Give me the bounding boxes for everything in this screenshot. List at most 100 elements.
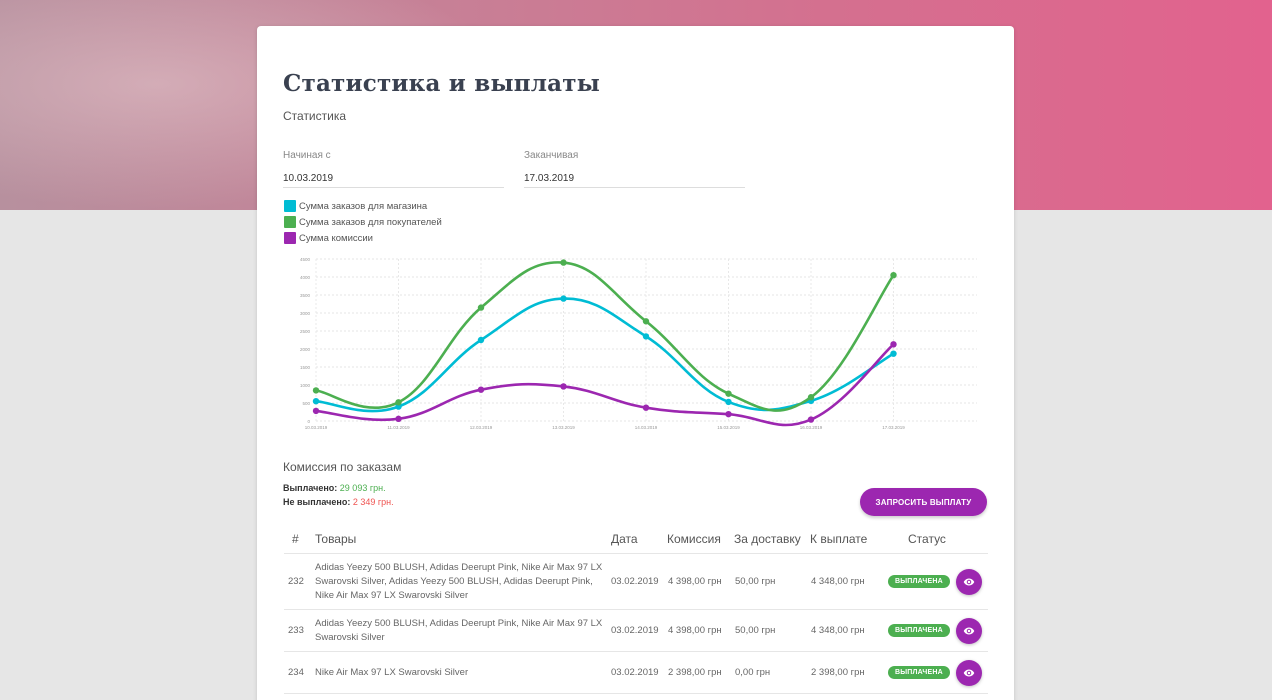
paid-summary: Выплачено: 29 093 грн. [283, 483, 386, 493]
row-delivery: 50,00 грн [735, 576, 776, 587]
data-point [477, 336, 485, 344]
header-commission: Комиссия [667, 531, 721, 546]
row-commission: 4 398,00 грн [668, 576, 722, 587]
view-order-button[interactable] [956, 568, 982, 595]
legend-item-commission[interactable]: Сумма комиссии [284, 230, 442, 246]
header-payout: К выплате [810, 531, 868, 546]
data-point [312, 387, 320, 394]
y-tick-label: 3000 [300, 311, 311, 316]
view-order-button[interactable] [956, 617, 982, 644]
data-point [642, 318, 650, 325]
x-tick-label: 17.03.2019 [882, 425, 905, 430]
table-row[interactable]: 232 Adidas Yeezy 500 BLUSH, Adidas Deeru… [284, 554, 988, 610]
eye-icon [963, 669, 975, 676]
x-tick-label: 15.03.2019 [717, 425, 740, 430]
eye-icon [963, 578, 975, 585]
table-row[interactable]: 233 Adidas Yeezy 500 BLUSH, Adidas Deeru… [284, 610, 988, 652]
data-point [725, 390, 732, 397]
header-status: Статус [908, 531, 946, 546]
row-status: ВЫПЛАЧЕНА [888, 610, 950, 651]
y-tick-label: 4000 [300, 275, 311, 280]
data-point [560, 383, 567, 390]
legend-label-store: Сумма заказов для магазина [299, 200, 428, 212]
legend-item-customers[interactable]: Сумма заказов для покупателей [284, 214, 442, 230]
row-goods: Nike Air Max 97 LX Swarovski Silver [315, 666, 469, 678]
status-badge: ВЫПЛАЧЕНА [888, 624, 950, 637]
table-row[interactable]: 234 Nike Air Max 97 LX Swarovski Silver … [284, 652, 988, 694]
data-point [807, 416, 815, 423]
start-date-field[interactable]: Начиная с 10.03.2019 [283, 150, 504, 188]
row-status: ВЫПЛАЧЕНА [888, 652, 950, 693]
x-tick-label: 13.03.2019 [552, 425, 575, 430]
chart-legend: Сумма заказов для магазина Сумма заказов… [284, 198, 442, 246]
x-tick-label: 12.03.2019 [470, 425, 493, 430]
data-point [312, 407, 320, 415]
data-point [725, 398, 732, 406]
data-point [477, 386, 485, 393]
request-payout-button[interactable]: ЗАПРОСИТЬ ВЫПЛАТУ [860, 488, 987, 516]
legend-item-store[interactable]: Сумма заказов для магазина [284, 198, 442, 214]
end-date-label: Заканчивая [524, 150, 579, 161]
start-date-label: Начиная с [283, 150, 331, 161]
data-point [395, 415, 402, 423]
legend-swatch-commission [284, 232, 296, 244]
data-point [560, 259, 567, 266]
header-goods: Товары [315, 531, 357, 546]
paid-value: 29 093 грн. [339, 483, 386, 493]
data-point [642, 404, 650, 411]
y-tick-label: 2000 [300, 347, 311, 352]
line-chart: 0 500 1000 1500 2000 2500 3000 3500 4000 4500 10.0… [300, 257, 977, 430]
row-actions [956, 652, 982, 693]
y-tick-label: 2500 [300, 329, 311, 334]
legend-swatch-customers [284, 216, 296, 228]
y-tick-label: 0 [307, 419, 310, 424]
header-date: Дата [611, 531, 638, 546]
data-point [890, 341, 897, 348]
data-point [890, 272, 897, 279]
row-date: 03.02.2019 [611, 625, 659, 636]
row-payout: 2 398,00 грн [811, 667, 865, 678]
y-tick-label: 500 [302, 401, 310, 406]
row-date: 03.02.2019 [611, 667, 659, 678]
view-order-button[interactable] [956, 659, 982, 686]
start-date-value[interactable]: 10.03.2019 [283, 173, 334, 184]
data-point [395, 399, 402, 406]
unpaid-value: 2 349 грн. [352, 497, 394, 507]
unpaid-summary: Не выплачено: 2 349 грн. [283, 497, 394, 507]
row-goods: Adidas Yeezy 500 BLUSH, Adidas Deerupt P… [315, 617, 603, 643]
header-delivery: За доставку [734, 531, 801, 546]
legend-swatch-store [284, 200, 296, 212]
legend-label-customers: Сумма заказов для покупателей [299, 216, 442, 228]
stats-card: Статистика и выплаты Статистика Начиная … [257, 26, 1014, 700]
eye-icon [963, 627, 975, 634]
row-payout: 4 348,00 грн [811, 625, 865, 636]
legend-label-commission: Сумма комиссии [299, 232, 373, 244]
status-badge: ВЫПЛАЧЕНА [888, 575, 950, 588]
table-header-row: # Товары Дата Комиссия За доставку К вып… [284, 524, 988, 554]
y-tick-label: 3500 [300, 293, 311, 298]
row-goods: Adidas Yeezy 500 BLUSH, Adidas Deerupt P… [315, 561, 603, 601]
row-payout: 4 348,00 грн [811, 576, 865, 587]
x-tick-label: 10.03.2019 [305, 425, 328, 430]
row-num: 232 [288, 576, 304, 587]
y-tick-label: 1500 [300, 365, 311, 370]
data-point [312, 398, 320, 405]
paid-label: Выплачено: [283, 483, 338, 493]
commission-table: # Товары Дата Комиссия За доставку К вып… [284, 524, 988, 694]
data-point [725, 410, 732, 418]
data-point [477, 304, 485, 311]
end-date-value[interactable]: 17.03.2019 [524, 173, 575, 184]
unpaid-label: Не выплачено: [283, 497, 351, 507]
series-line [315, 261, 895, 412]
x-tick-label: 11.03.2019 [387, 425, 410, 430]
page-subtitle: Статистика [283, 109, 347, 123]
status-badge: ВЫПЛАЧЕНА [888, 666, 950, 679]
row-date: 03.02.2019 [611, 576, 659, 587]
end-date-field[interactable]: Заканчивая 17.03.2019 [524, 150, 745, 188]
row-num: 234 [288, 667, 304, 678]
series-line [315, 297, 895, 413]
data-point [807, 394, 815, 401]
row-actions [956, 610, 982, 651]
data-point [642, 333, 650, 340]
row-actions [956, 554, 982, 609]
